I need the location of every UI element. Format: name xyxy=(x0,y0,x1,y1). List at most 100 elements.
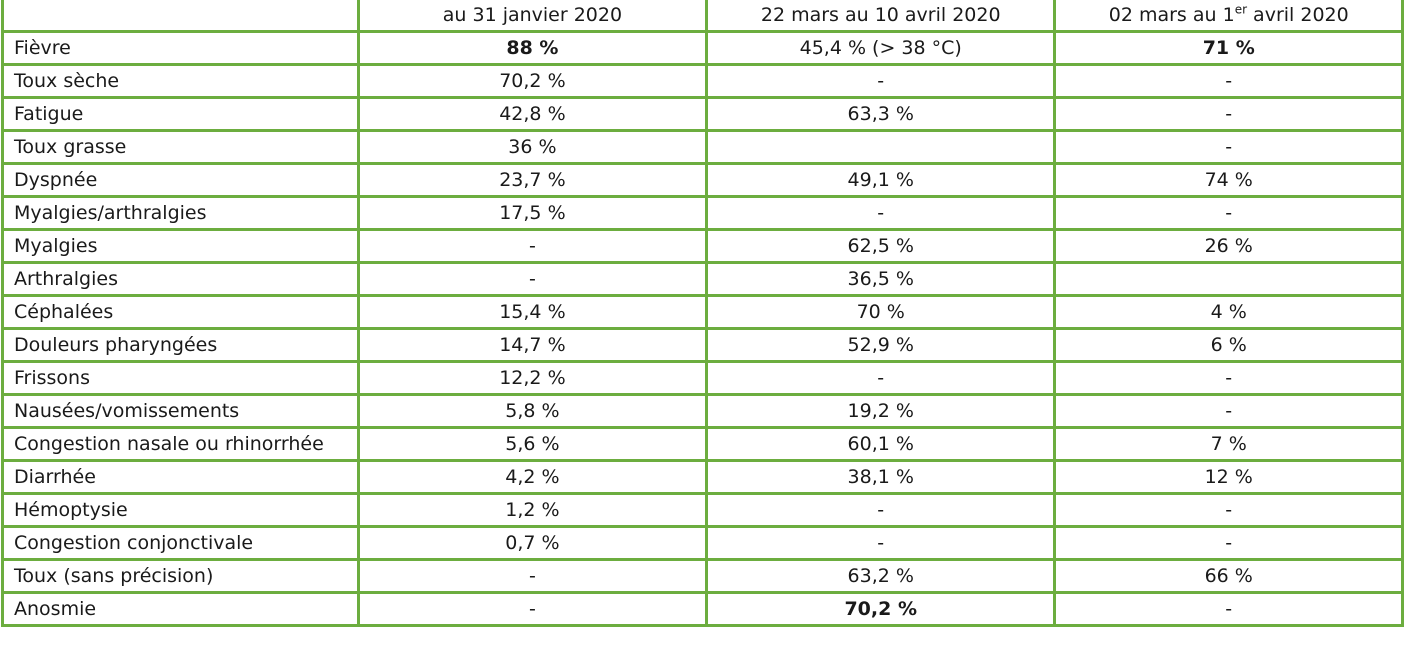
header-col1: au 31 janvier 2020 xyxy=(356,0,708,33)
value-cell: - xyxy=(1053,96,1404,132)
symptom-cell: Arthralgies xyxy=(1,261,360,297)
value-cell: - xyxy=(1053,360,1404,396)
value-cell: 1,2 % xyxy=(356,492,708,528)
value-cell: 0,7 % xyxy=(356,525,708,561)
symptom-cell: Frissons xyxy=(1,360,360,396)
header-col3-prefix: 02 mars au 1 xyxy=(1108,4,1235,26)
value-cell: 6 % xyxy=(1053,327,1404,363)
symptom-cell: Fatigue xyxy=(1,96,360,132)
symptom-cell: Diarrhée xyxy=(1,459,360,495)
value-cell: 7 % xyxy=(1053,426,1404,462)
value-cell: 19,2 % xyxy=(704,393,1057,429)
value-cell: - xyxy=(356,591,708,627)
header-col3-sup: er xyxy=(1234,2,1248,17)
value-cell: - xyxy=(1053,393,1404,429)
value-cell: - xyxy=(356,228,708,264)
table-row: Arthralgies - 36,5 % xyxy=(1,261,1404,297)
table-row: Hémoptysie 1,2 % - - xyxy=(1,492,1404,528)
header-col3-suffix: avril 2020 xyxy=(1247,4,1349,26)
value-cell: 45,4 % (> 38 °C) xyxy=(704,30,1057,66)
table-row: Céphalées 15,4 % 70 % 4 % xyxy=(1,294,1404,330)
symptom-cell: Toux sèche xyxy=(1,63,360,99)
table-row: Myalgies - 62,5 % 26 % xyxy=(1,228,1404,264)
value-cell: - xyxy=(704,63,1057,99)
symptom-cell: Toux grasse xyxy=(1,129,360,165)
table-row: Frissons 12,2 % - - xyxy=(1,360,1404,396)
table-row: Toux sèche 70,2 % - - xyxy=(1,63,1404,99)
table-row: Anosmie - 70,2 % - xyxy=(1,591,1404,627)
header-col3: 02 mars au 1er avril 2020 xyxy=(1053,0,1404,33)
value-cell: 66 % xyxy=(1053,558,1404,594)
symptom-cell: Anosmie xyxy=(1,591,360,627)
symptom-cell: Hémoptysie xyxy=(1,492,360,528)
symptom-cell: Céphalées xyxy=(1,294,360,330)
header-period: Période xyxy=(1,0,360,33)
value-cell: 49,1 % xyxy=(704,162,1057,198)
value-cell: 63,3 % xyxy=(704,96,1057,132)
symptoms-table: Période au 31 janvier 2020 22 mars au 10… xyxy=(1,0,1404,627)
value-cell: 12 % xyxy=(1053,459,1404,495)
table-row: Congestion nasale ou rhinorrhée 5,6 % 60… xyxy=(1,426,1404,462)
value-cell: 23,7 % xyxy=(356,162,708,198)
symptom-cell: Congestion conjonctivale xyxy=(1,525,360,561)
value-cell: - xyxy=(1053,591,1404,627)
table-row: Congestion conjonctivale 0,7 % - - xyxy=(1,525,1404,561)
value-cell: 36,5 % xyxy=(704,261,1057,297)
table-row: Dyspnée 23,7 % 49,1 % 74 % xyxy=(1,162,1404,198)
header-col2: 22 mars au 10 avril 2020 xyxy=(704,0,1057,33)
value-cell: - xyxy=(704,360,1057,396)
value-cell: 71 % xyxy=(1053,30,1404,66)
table-row: Myalgies/arthralgies 17,5 % - - xyxy=(1,195,1404,231)
table-header-row: Période au 31 janvier 2020 22 mars au 10… xyxy=(1,0,1404,33)
symptom-cell: Congestion nasale ou rhinorrhée xyxy=(1,426,360,462)
value-cell: 70,2 % xyxy=(356,63,708,99)
symptom-cell: Douleurs pharyngées xyxy=(1,327,360,363)
value-cell: 15,4 % xyxy=(356,294,708,330)
value-cell: - xyxy=(1053,63,1404,99)
symptom-cell: Fièvre xyxy=(1,30,360,66)
value-cell: 52,9 % xyxy=(704,327,1057,363)
value-cell: - xyxy=(704,525,1057,561)
value-cell: 26 % xyxy=(1053,228,1404,264)
symptom-cell: Myalgies xyxy=(1,228,360,264)
value-cell: - xyxy=(356,261,708,297)
symptom-cell: Myalgies/arthralgies xyxy=(1,195,360,231)
value-cell xyxy=(704,129,1057,165)
value-cell: - xyxy=(1053,129,1404,165)
value-cell: 4,2 % xyxy=(356,459,708,495)
value-cell: 74 % xyxy=(1053,162,1404,198)
value-cell: 42,8 % xyxy=(356,96,708,132)
table-row: Fatigue 42,8 % 63,3 % - xyxy=(1,96,1404,132)
value-cell: 63,2 % xyxy=(704,558,1057,594)
value-cell: 88 % xyxy=(356,30,708,66)
value-cell: 14,7 % xyxy=(356,327,708,363)
value-cell: 38,1 % xyxy=(704,459,1057,495)
value-cell: 70 % xyxy=(704,294,1057,330)
symptom-cell: Toux (sans précision) xyxy=(1,558,360,594)
value-cell: - xyxy=(356,558,708,594)
symptom-cell: Dyspnée xyxy=(1,162,360,198)
value-cell: - xyxy=(1053,525,1404,561)
value-cell: 17,5 % xyxy=(356,195,708,231)
symptom-cell: Nausées/vomissements xyxy=(1,393,360,429)
value-cell: 5,6 % xyxy=(356,426,708,462)
value-cell: 36 % xyxy=(356,129,708,165)
value-cell: 5,8 % xyxy=(356,393,708,429)
value-cell: 62,5 % xyxy=(704,228,1057,264)
value-cell: 70,2 % xyxy=(704,591,1057,627)
value-cell: - xyxy=(704,492,1057,528)
table-row: Douleurs pharyngées 14,7 % 52,9 % 6 % xyxy=(1,327,1404,363)
value-cell: 4 % xyxy=(1053,294,1404,330)
table-row: Fièvre 88 % 45,4 % (> 38 °C) 71 % xyxy=(1,30,1404,66)
table-row: Diarrhée 4,2 % 38,1 % 12 % xyxy=(1,459,1404,495)
value-cell: 12,2 % xyxy=(356,360,708,396)
value-cell xyxy=(1053,261,1404,297)
table-row: Toux grasse 36 % - xyxy=(1,129,1404,165)
value-cell: - xyxy=(1053,195,1404,231)
table-row: Toux (sans précision) - 63,2 % 66 % xyxy=(1,558,1404,594)
value-cell: - xyxy=(704,195,1057,231)
value-cell: 60,1 % xyxy=(704,426,1057,462)
table-row: Nausées/vomissements 5,8 % 19,2 % - xyxy=(1,393,1404,429)
value-cell: - xyxy=(1053,492,1404,528)
